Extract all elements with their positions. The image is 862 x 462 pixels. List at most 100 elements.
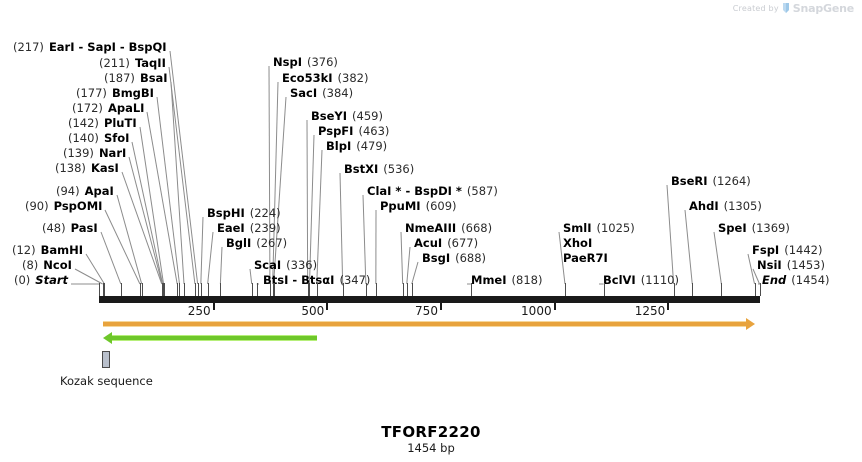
restriction-site-label[interactable]: ScaI (336) — [254, 259, 317, 271]
site-tick[interactable] — [163, 283, 164, 296]
restriction-site-label[interactable]: AcuI (677) — [414, 237, 478, 249]
restriction-site-label[interactable]: End (1454) — [762, 274, 830, 286]
site-tick[interactable] — [343, 283, 344, 296]
restriction-site-label[interactable]: PspFI (463) — [318, 125, 389, 137]
restriction-site-label[interactable]: NmeAIII (668) — [405, 222, 492, 234]
site-tick[interactable] — [674, 283, 675, 296]
site-tick[interactable] — [760, 283, 761, 296]
site-tick[interactable] — [755, 283, 756, 296]
leader-line — [747, 253, 756, 285]
site-tick[interactable] — [104, 283, 105, 296]
site-tick[interactable] — [195, 283, 196, 296]
site-tick[interactable] — [201, 283, 202, 296]
site-tick[interactable] — [252, 283, 253, 296]
site-tick[interactable] — [604, 283, 605, 296]
site-tick[interactable] — [140, 283, 141, 296]
site-tick[interactable] — [103, 283, 104, 296]
site-tick[interactable] — [274, 283, 275, 296]
site-tick[interactable] — [270, 283, 271, 296]
restriction-site-label[interactable]: SmlI (1025) — [563, 222, 635, 234]
restriction-site-label[interactable]: BclVI (1110) — [603, 274, 679, 286]
orange-feature-arrow[interactable] — [102, 318, 755, 330]
restriction-site-label[interactable]: NspI (376) — [273, 56, 338, 68]
restriction-site-label[interactable]: AhdI (1305) — [689, 200, 762, 212]
site-tick[interactable] — [471, 283, 472, 296]
restriction-site-label[interactable]: (140) SfoI — [68, 132, 129, 144]
enzyme-name: BlpI — [326, 139, 352, 153]
restriction-site-label[interactable]: BseRI (1264) — [671, 175, 751, 187]
site-tick[interactable] — [308, 283, 309, 296]
restriction-site-label[interactable]: (142) PluTI — [68, 117, 137, 129]
site-position: (668) — [461, 221, 493, 235]
restriction-site-label[interactable]: BglI (267) — [226, 237, 287, 249]
site-tick[interactable] — [198, 283, 199, 296]
site-tick[interactable] — [376, 283, 377, 296]
enzyme-name: Start — [35, 273, 69, 287]
site-tick[interactable] — [208, 283, 209, 296]
restriction-site-label[interactable]: (172) ApaLI — [72, 102, 144, 114]
site-tick[interactable] — [184, 283, 185, 296]
site-tick[interactable] — [257, 283, 258, 296]
sequence-backbone[interactable] — [99, 296, 760, 303]
restriction-site-label[interactable]: BsgI (688) — [422, 252, 486, 264]
restriction-site-label[interactable]: ClaI * - BspDI * (587) — [367, 185, 498, 197]
restriction-site-label[interactable]: BlpI (479) — [326, 140, 387, 152]
restriction-site-label[interactable]: (48) PasI — [42, 222, 98, 234]
restriction-site-label[interactable]: (94) ApaI — [56, 185, 114, 197]
label-separator: - — [74, 40, 88, 54]
enzyme-name: AcuI — [414, 236, 443, 250]
site-tick[interactable] — [162, 283, 163, 296]
restriction-site-label[interactable]: FspI (1442) — [752, 244, 822, 256]
restriction-site-label[interactable]: (177) BmgBI — [76, 87, 154, 99]
restriction-site-label[interactable]: Eco53kI (382) — [282, 72, 368, 84]
site-tick[interactable] — [403, 283, 404, 296]
restriction-site-label[interactable]: (8) NcoI — [22, 259, 72, 271]
restriction-site-label[interactable]: (139) NarI — [63, 147, 126, 159]
restriction-site-label[interactable]: BspHI (224) — [207, 207, 281, 219]
site-tick[interactable] — [121, 283, 122, 296]
restriction-site-label[interactable]: PaeR7I — [563, 252, 608, 264]
site-tick[interactable] — [164, 283, 165, 296]
restriction-site-label[interactable]: (211) TaqII — [99, 57, 166, 69]
restriction-site-label[interactable]: NsiI (1453) — [757, 259, 825, 271]
restriction-site-label[interactable]: EaeI (239) — [217, 222, 281, 234]
leader-line — [128, 156, 163, 285]
site-position: (376) — [306, 55, 338, 69]
site-tick[interactable] — [179, 283, 180, 296]
restriction-site-label[interactable]: BtsI - BtsαI (347) — [263, 274, 370, 286]
site-tick[interactable] — [692, 283, 693, 296]
site-tick[interactable] — [220, 283, 221, 296]
site-tick[interactable] — [721, 283, 722, 296]
green-feature-arrow[interactable] — [102, 332, 318, 344]
restriction-site-label[interactable]: (12) BamHI — [12, 244, 83, 256]
restriction-site-label[interactable]: (138) KasI — [55, 162, 119, 174]
enzyme-name: PpuMI — [380, 199, 421, 213]
site-tick[interactable] — [317, 283, 318, 296]
site-tick[interactable] — [412, 283, 413, 296]
restriction-site-label[interactable]: BstXI (536) — [344, 163, 414, 175]
restriction-site-label[interactable]: BseYI (459) — [311, 110, 383, 122]
restriction-site-label[interactable]: (187) BsaI — [104, 72, 168, 84]
restriction-site-label[interactable]: (90) PspOMI — [25, 200, 102, 212]
restriction-site-label[interactable]: MmeI (818) — [471, 274, 542, 286]
restriction-site-label[interactable]: (217) EarI - SapI - BspQI — [13, 41, 167, 53]
restriction-site-label[interactable]: PpuMI (609) — [380, 200, 457, 212]
site-tick[interactable] — [99, 283, 100, 296]
kozak-sequence-marker[interactable] — [101, 351, 110, 368]
site-tick[interactable] — [565, 283, 566, 296]
leader-line — [200, 216, 204, 285]
enzyme-name: ApaI — [84, 184, 114, 198]
site-tick[interactable] — [407, 283, 408, 296]
restriction-site-label[interactable]: (0) Start — [14, 274, 68, 286]
leader-line — [249, 268, 253, 285]
site-tick[interactable] — [366, 283, 367, 296]
leader-line — [104, 209, 141, 285]
restriction-site-label[interactable]: SpeI (1369) — [718, 222, 790, 234]
site-tick[interactable] — [309, 283, 310, 296]
site-tick[interactable] — [177, 283, 178, 296]
ruler-tick — [212, 303, 215, 310]
restriction-site-label[interactable]: XhoI — [563, 237, 592, 249]
site-tick[interactable] — [142, 283, 143, 296]
site-tick[interactable] — [273, 283, 274, 296]
restriction-site-label[interactable]: SacI (384) — [290, 87, 353, 99]
